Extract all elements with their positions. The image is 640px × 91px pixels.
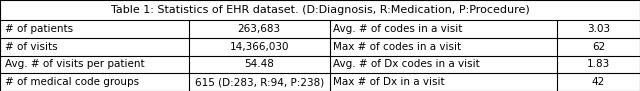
- Text: Avg. # of Dx codes in a visit: Avg. # of Dx codes in a visit: [333, 59, 480, 69]
- Text: 54.48: 54.48: [244, 59, 274, 69]
- Text: # of visits: # of visits: [5, 42, 58, 52]
- Text: Max # of Dx in a visit: Max # of Dx in a visit: [333, 77, 445, 87]
- Text: 263,683: 263,683: [237, 24, 281, 34]
- Text: 3.03: 3.03: [587, 24, 610, 34]
- Text: 14,366,030: 14,366,030: [230, 42, 289, 52]
- Text: Avg. # of visits per patient: Avg. # of visits per patient: [5, 59, 145, 69]
- Text: # of medical code groups: # of medical code groups: [5, 77, 140, 87]
- Text: 1.83: 1.83: [587, 59, 610, 69]
- Text: Table 1: Statistics of EHR dataset. (D:Diagnosis, R:Medication, P:Procedure): Table 1: Statistics of EHR dataset. (D:D…: [111, 5, 529, 15]
- Text: # of patients: # of patients: [5, 24, 73, 34]
- Text: 42: 42: [592, 77, 605, 87]
- Text: 615 (D:283, R:94, P:238): 615 (D:283, R:94, P:238): [195, 77, 324, 87]
- Text: 62: 62: [592, 42, 605, 52]
- Text: Avg. # of codes in a visit: Avg. # of codes in a visit: [333, 24, 463, 34]
- Text: Max # of codes in a visit: Max # of codes in a visit: [333, 42, 461, 52]
